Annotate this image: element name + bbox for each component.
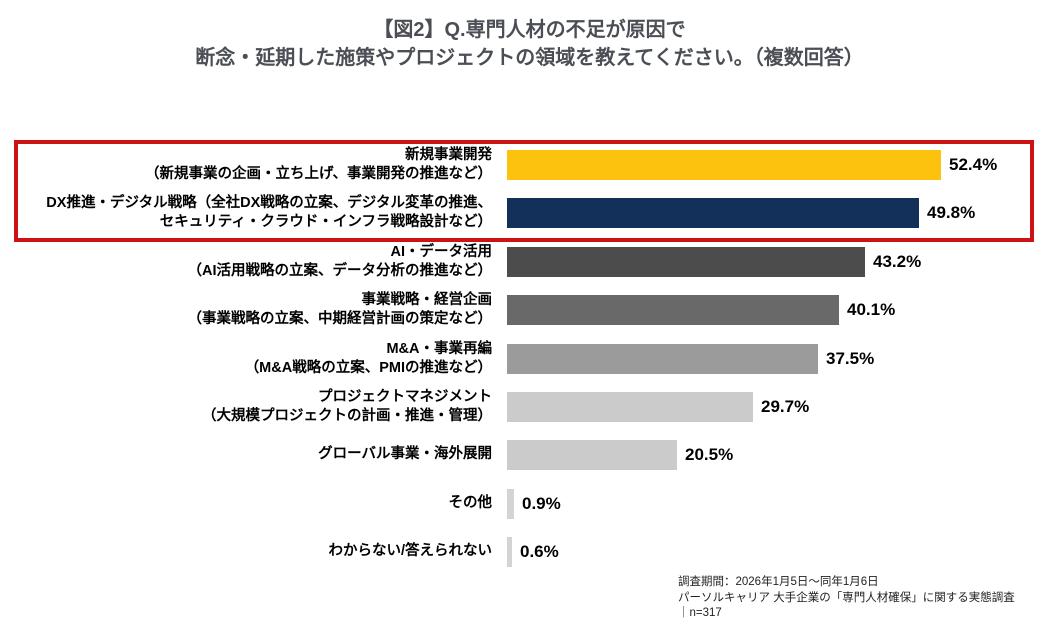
category-label: その他 [16, 489, 493, 519]
category-label: わからない/答えられない [16, 537, 492, 567]
category-label-line: 新規事業開発 [405, 146, 492, 163]
survey-note: 調査期間：2026年1月5日～同年1月6日 パーソルキャリア 大手企業の「専門人… [678, 575, 1015, 622]
bar [507, 537, 512, 567]
category-label-line: その他 [448, 495, 493, 512]
category-label-line: M&A・事業再編 [386, 340, 492, 357]
category-label: プロジェクトマネジメント （大規模プロジェクトの計画・推進・管理） [16, 389, 492, 425]
category-label-line: （AI活用戦略の立案、データ分析の推進など） [187, 263, 493, 279]
category-label-line: （事業戦略の立案、中期経営計画の策定など） [187, 311, 493, 327]
value-label: 40.1% [847, 300, 896, 319]
value-label: 37.5% [826, 349, 875, 368]
chart-row: 事業戦略・経営企画 （事業戦略の立案、中期経営計画の策定など） 40.1% [0, 292, 1059, 328]
category-label: DX推進・デジタル戦略（全社DX戦略の立案、デジタル変革の推進、セキュリティ・ク… [16, 195, 492, 231]
survey-period: 調査期間：2026年1月5日～同年1月6日 [678, 576, 879, 588]
chart-row: プロジェクトマネジメント （大規模プロジェクトの計画・推進・管理） 29.7% [0, 389, 1059, 425]
chart-row: その他 0.9% [0, 489, 1059, 519]
category-label-line: セキュリティ・クラウド・インフラ戦略設計など） [159, 214, 492, 230]
chart-row: DX推進・デジタル戦略（全社DX戦略の立案、デジタル変革の推進、セキュリティ・ク… [0, 195, 1059, 231]
category-label-line: プロジェクトマネジメント [318, 388, 492, 405]
value-label: 52.4% [949, 155, 998, 174]
category-label-line: 事業戦略・経営企画 [361, 291, 493, 308]
chart-row: AI・データ活用 （AI活用戦略の立案、データ分析の推進など） 43.2% [0, 244, 1059, 280]
bar [507, 150, 941, 180]
category-label-line: グローバル事業・海外展開 [318, 446, 492, 463]
category-label: 新規事業開発 （新規事業の企画・立ち上げ、事業開発の推進など） [16, 147, 492, 183]
chart-row: グローバル事業・海外展開 20.5% [0, 440, 1059, 470]
bar [507, 392, 753, 422]
category-label-line: （大規模プロジェクトの計画・推進・管理） [202, 408, 492, 424]
bar [507, 198, 919, 228]
category-label-line: （M&A戦略の立案、PMIの推進など） [244, 360, 492, 376]
chart-row: M&A・事業再編 （M&A戦略の立案、PMIの推進など） 37.5% [0, 341, 1059, 377]
category-label-line: AI・データ活用 [390, 243, 493, 260]
bar [507, 344, 818, 374]
category-label: グローバル事業・海外展開 [16, 440, 492, 470]
bar [507, 247, 865, 277]
bar [507, 489, 514, 519]
survey-sample-size: ｜n=317 [678, 607, 722, 619]
category-label-line: わからない/答えられない [328, 543, 492, 560]
category-label: AI・データ活用 （AI活用戦略の立案、データ分析の推進など） [16, 244, 493, 280]
value-label: 43.2% [873, 252, 922, 271]
value-label: 49.8% [927, 203, 976, 222]
chart-row: わからない/答えられない 0.6% [0, 537, 1059, 567]
category-label-line: （新規事業の企画・立ち上げ、事業開発の推進など） [145, 166, 492, 182]
page-title: 【図2】Q.専門人材の不足が原因で 断念・延期した施策やプロジェクトの領域を教え… [0, 16, 1059, 72]
title-line-2: 断念・延期した施策やプロジェクトの領域を教えてください。（複数回答） [195, 47, 864, 69]
category-label-line: DX推進・デジタル戦略（全社DX戦略の立案、デジタル変革の推進、 [46, 194, 492, 211]
category-label: M&A・事業再編 （M&A戦略の立案、PMIの推進など） [16, 341, 492, 377]
survey-source: パーソルキャリア 大手企業の「専門人材確保」に関する実態調査 [678, 591, 1015, 604]
value-label: 20.5% [685, 445, 734, 464]
bar [507, 440, 677, 470]
bar [507, 295, 839, 325]
value-label: 29.7% [761, 397, 810, 416]
value-label: 0.9% [522, 494, 561, 513]
category-label: 事業戦略・経営企画 （事業戦略の立案、中期経営計画の策定など） [16, 292, 493, 328]
chart-row: 新規事業開発 （新規事業の企画・立ち上げ、事業開発の推進など） 52.4% [0, 147, 1059, 183]
value-label: 0.6% [520, 542, 559, 561]
title-line-1: 【図2】Q.専門人材の不足が原因で [373, 19, 686, 41]
